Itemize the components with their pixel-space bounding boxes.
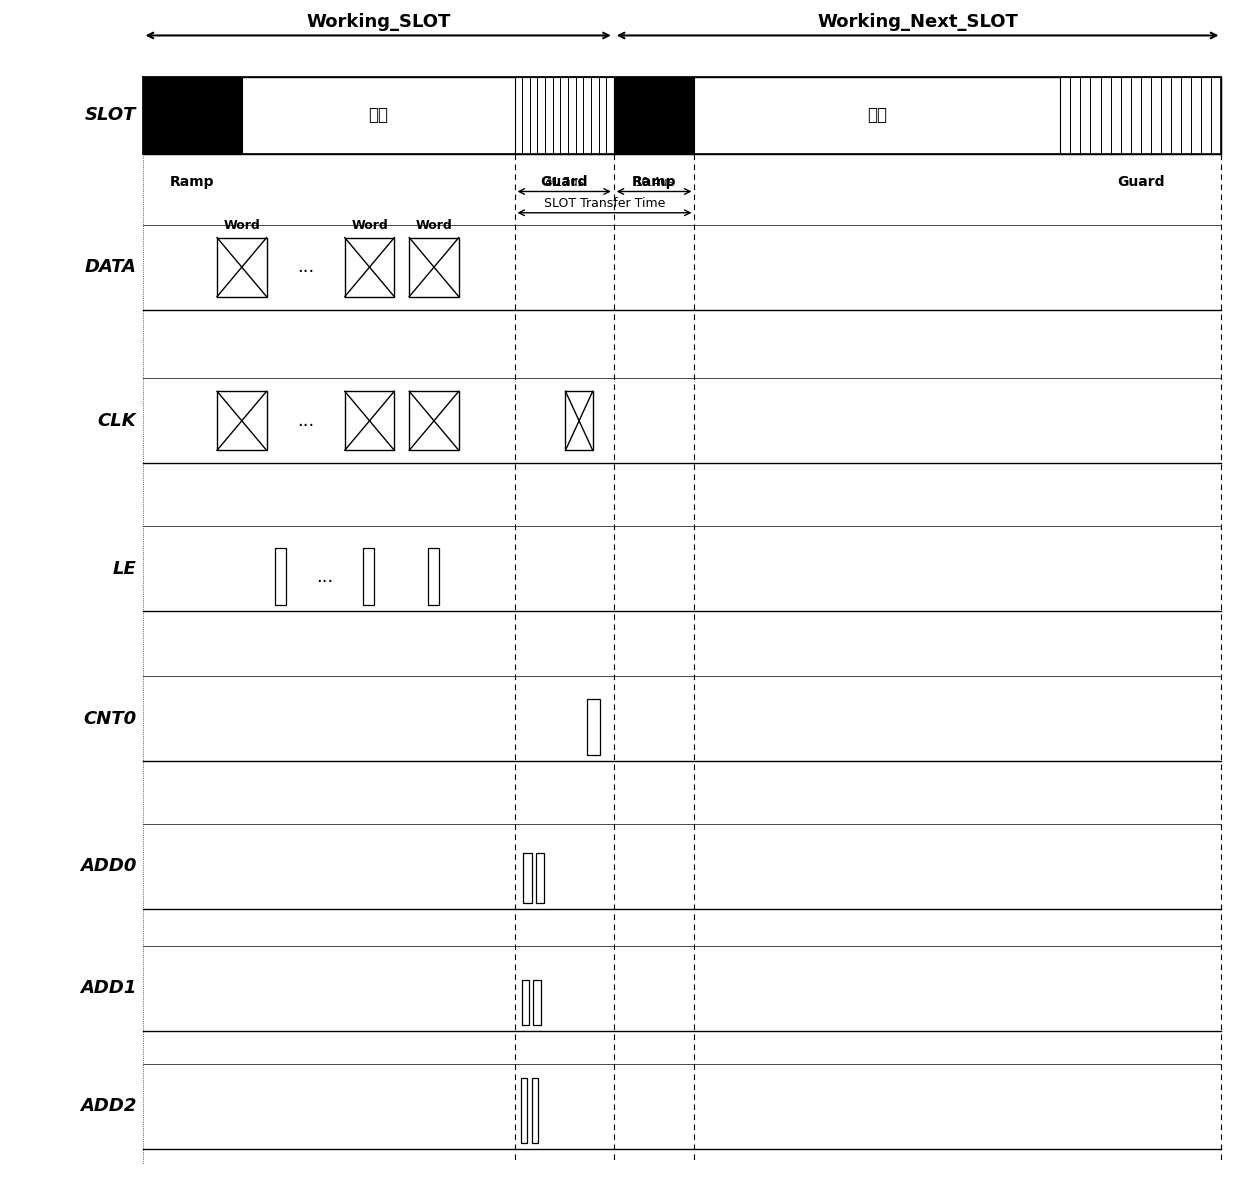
Bar — [521, 1078, 527, 1143]
Bar — [532, 1078, 538, 1143]
Bar — [217, 391, 267, 450]
Text: Word: Word — [415, 219, 453, 232]
Text: Word: Word — [223, 219, 260, 232]
Bar — [217, 238, 267, 297]
Bar — [409, 238, 459, 297]
Text: 信息: 信息 — [867, 106, 888, 124]
Text: Working_SLOT: Working_SLOT — [306, 13, 450, 31]
Text: ADD0: ADD0 — [81, 857, 136, 876]
Text: Working_Next_SLOT: Working_Next_SLOT — [817, 13, 1018, 31]
Bar — [345, 391, 394, 450]
Text: CNT0: CNT0 — [83, 709, 136, 728]
Text: CLK: CLK — [98, 411, 136, 430]
Text: Word: Word — [351, 219, 388, 232]
Bar — [428, 548, 439, 605]
Bar — [565, 391, 593, 450]
Text: SLOT Transfer Time: SLOT Transfer Time — [544, 197, 665, 210]
Bar — [536, 853, 544, 903]
Bar — [523, 853, 532, 903]
Text: DATA: DATA — [84, 258, 136, 277]
Bar — [363, 548, 374, 605]
Bar — [345, 238, 394, 297]
Text: Guard: Guard — [1117, 175, 1164, 189]
Text: 41.7us: 41.7us — [544, 176, 584, 189]
Text: ...: ... — [298, 258, 314, 277]
Text: ADD2: ADD2 — [81, 1097, 136, 1116]
Bar — [522, 980, 529, 1025]
Text: 10.4us: 10.4us — [634, 176, 675, 189]
Bar — [587, 699, 600, 755]
Text: Ramp: Ramp — [170, 175, 215, 189]
Text: ...: ... — [298, 411, 314, 430]
Bar — [533, 980, 541, 1025]
Text: LE: LE — [113, 559, 136, 578]
Text: ADD1: ADD1 — [81, 979, 136, 998]
Text: Guard: Guard — [541, 175, 588, 189]
Bar — [409, 391, 459, 450]
Bar — [143, 77, 242, 154]
Bar — [143, 77, 1221, 154]
Bar — [1060, 77, 1221, 154]
Text: SLOT: SLOT — [86, 106, 136, 124]
Text: 信息: 信息 — [368, 106, 388, 124]
Bar — [614, 77, 694, 154]
Bar — [275, 548, 286, 605]
Bar — [515, 77, 614, 154]
Text: ...: ... — [316, 567, 334, 586]
Text: Ramp: Ramp — [632, 175, 676, 189]
